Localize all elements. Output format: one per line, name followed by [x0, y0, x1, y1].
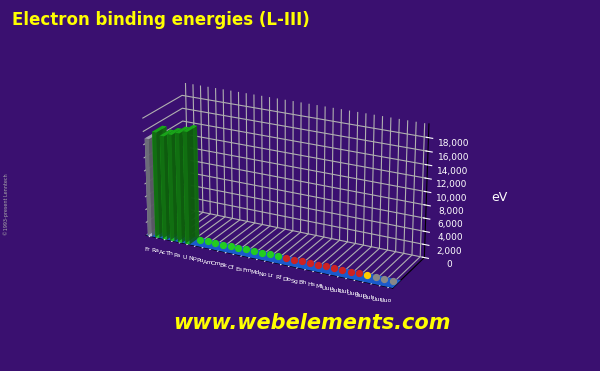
Text: ©1993-present Lenntech: ©1993-present Lenntech [3, 173, 8, 235]
Text: Electron binding energies (L-III): Electron binding energies (L-III) [12, 11, 310, 29]
Text: www.webelements.com: www.webelements.com [173, 313, 451, 333]
